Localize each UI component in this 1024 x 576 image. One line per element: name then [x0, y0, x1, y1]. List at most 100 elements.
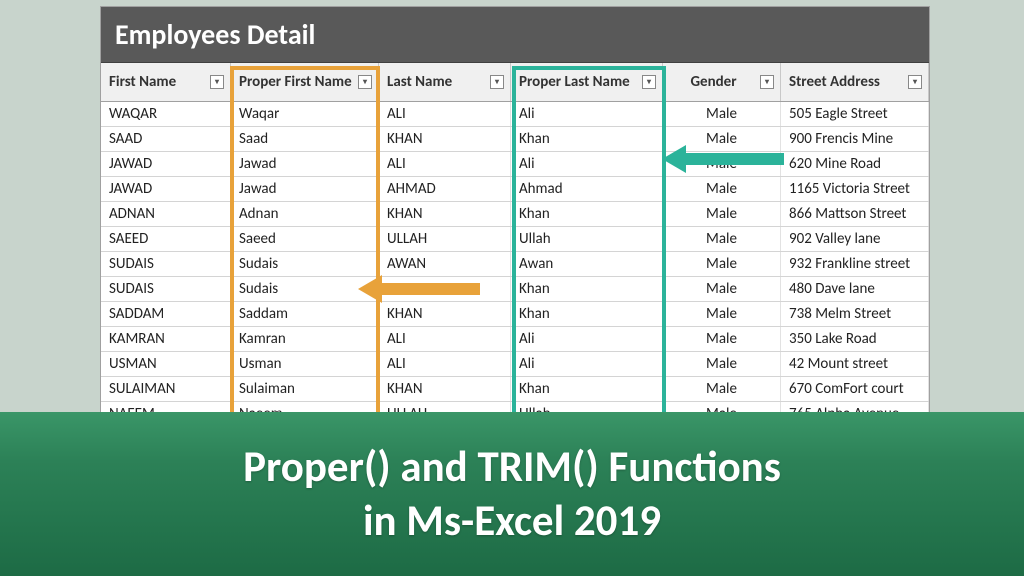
table-cell[interactable]: Waqar — [231, 102, 379, 126]
table-row[interactable]: USMANUsmanALIAliMale42 Mount street — [101, 352, 929, 377]
filter-dropdown-icon[interactable]: ▾ — [210, 75, 224, 89]
table-cell[interactable]: Ali — [511, 352, 663, 376]
column-header[interactable]: Street Address ▾ — [781, 63, 929, 101]
table-row[interactable]: ADNANAdnanKHANKhanMale866 Mattson Street — [101, 202, 929, 227]
table-cell[interactable]: Saeed — [231, 227, 379, 251]
table-cell[interactable]: Khan — [511, 277, 663, 301]
filter-dropdown-icon[interactable]: ▾ — [760, 75, 774, 89]
table-cell[interactable]: Male — [663, 352, 781, 376]
table-cell[interactable]: 738 Melm Street — [781, 302, 929, 326]
table-cell[interactable]: Usman — [231, 352, 379, 376]
table-cell[interactable]: Male — [663, 302, 781, 326]
table-cell[interactable]: 866 Mattson Street — [781, 202, 929, 226]
table-cell[interactable]: SULAIMAN — [101, 377, 231, 401]
table-cell[interactable]: Adnan — [231, 202, 379, 226]
filter-dropdown-icon[interactable]: ▾ — [358, 75, 372, 89]
table-cell[interactable]: AWAN — [379, 252, 511, 276]
table-row[interactable]: SAEEDSaeedULLAHUllahMale902 Valley lane — [101, 227, 929, 252]
table-cell[interactable]: SADDAM — [101, 302, 231, 326]
table-cell[interactable]: Ali — [511, 327, 663, 351]
table-row[interactable]: SULAIMANSulaimanKHANKhanMale670 ComFort … — [101, 377, 929, 402]
table-cell[interactable]: Saad — [231, 127, 379, 151]
table-cell[interactable]: 900 Frencis Mine — [781, 127, 929, 151]
table-cell[interactable]: Awan — [511, 252, 663, 276]
table-cell[interactable]: Ullah — [511, 227, 663, 251]
table-cell[interactable]: JAWAD — [101, 177, 231, 201]
table-cell[interactable]: WAQAR — [101, 102, 231, 126]
table-cell[interactable]: ALI — [379, 327, 511, 351]
table-cell[interactable]: SUDAIS — [101, 277, 231, 301]
table-cell[interactable]: 505 Eagle Street — [781, 102, 929, 126]
table-cell[interactable]: SAAD — [101, 127, 231, 151]
column-header[interactable]: First Name ▾ — [101, 63, 231, 101]
table-cell[interactable]: Ali — [511, 152, 663, 176]
table-row[interactable]: KAMRANKamranALIAliMale350 Lake Road — [101, 327, 929, 352]
table-row[interactable]: JAWADJawadALIAliMale620 Mine Road — [101, 152, 929, 177]
table-cell[interactable]: Male — [663, 177, 781, 201]
table-cell[interactable]: ALI — [379, 352, 511, 376]
header-row: First Name ▾ Proper First Name ▾ Last Na… — [101, 63, 929, 102]
table-cell[interactable]: Male — [663, 102, 781, 126]
table-cell[interactable]: Kamran — [231, 327, 379, 351]
column-header[interactable]: Proper First Name ▾ — [231, 63, 379, 101]
table-cell[interactable]: Sulaiman — [231, 377, 379, 401]
table-cell[interactable]: Jawad — [231, 177, 379, 201]
table-cell[interactable]: USMAN — [101, 352, 231, 376]
table-cell[interactable]: Sudais — [231, 277, 379, 301]
table-cell[interactable]: KHAN — [379, 202, 511, 226]
table-cell[interactable]: Male — [663, 127, 781, 151]
header-label: Last Name — [387, 73, 452, 91]
table-cell[interactable]: JAWAD — [101, 152, 231, 176]
table-cell[interactable]: 932 Frankline street — [781, 252, 929, 276]
table-row[interactable]: WAQARWaqarALIAliMale505 Eagle Street — [101, 102, 929, 127]
column-header[interactable]: Last Name ▾ — [379, 63, 511, 101]
table-cell[interactable]: Saddam — [231, 302, 379, 326]
table-cell[interactable]: AHMAD — [379, 177, 511, 201]
table-cell[interactable]: Khan — [511, 127, 663, 151]
filter-dropdown-icon[interactable]: ▾ — [908, 75, 922, 89]
table-cell[interactable]: Male — [663, 227, 781, 251]
table-cell[interactable]: ADNAN — [101, 202, 231, 226]
table-cell[interactable]: 480 Dave lane — [781, 277, 929, 301]
column-header[interactable]: Gender ▾ — [663, 63, 781, 101]
table-cell[interactable]: Jawad — [231, 152, 379, 176]
table-row[interactable]: SADDAMSaddamKHANKhanMale738 Melm Street — [101, 302, 929, 327]
table-cell[interactable]: Khan — [511, 377, 663, 401]
table-cell[interactable]: 42 Mount street — [781, 352, 929, 376]
table-cell[interactable]: Male — [663, 277, 781, 301]
table-cell[interactable]: K. — [379, 277, 511, 301]
column-header[interactable]: Proper Last Name ▾ — [511, 63, 663, 101]
header-label: Proper First Name — [239, 73, 352, 91]
table-cell[interactable]: Male — [663, 377, 781, 401]
table-cell[interactable]: Sudais — [231, 252, 379, 276]
filter-dropdown-icon[interactable]: ▾ — [642, 75, 656, 89]
table-row[interactable]: SUDAISSudaisAWANAwanMale932 Frankline st… — [101, 252, 929, 277]
table-cell[interactable]: 620 Mine Road — [781, 152, 929, 176]
table-cell[interactable]: Male — [663, 152, 781, 176]
table-cell[interactable]: Male — [663, 327, 781, 351]
table-cell[interactable]: KHAN — [379, 127, 511, 151]
table-cell[interactable]: 350 Lake Road — [781, 327, 929, 351]
table-cell[interactable]: 902 Valley lane — [781, 227, 929, 251]
table-row[interactable]: SAADSaadKHANKhanMale900 Frencis Mine — [101, 127, 929, 152]
table-cell[interactable]: ULLAH — [379, 227, 511, 251]
table-cell[interactable]: SAEED — [101, 227, 231, 251]
table-cell[interactable]: Khan — [511, 202, 663, 226]
table-cell[interactable]: SUDAIS — [101, 252, 231, 276]
filter-dropdown-icon[interactable]: ▾ — [490, 75, 504, 89]
table-cell[interactable]: KAMRAN — [101, 327, 231, 351]
table-cell[interactable]: Ahmad — [511, 177, 663, 201]
table-cell[interactable]: Khan — [511, 302, 663, 326]
table-cell[interactable]: KHAN — [379, 377, 511, 401]
table-cell[interactable]: 670 ComFort court — [781, 377, 929, 401]
table-row[interactable]: JAWADJawadAHMADAhmadMale1165 Victoria St… — [101, 177, 929, 202]
table-cell[interactable]: 1165 Victoria Street — [781, 177, 929, 201]
table-body: WAQARWaqarALIAliMale505 Eagle StreetSAAD… — [101, 102, 929, 427]
table-cell[interactable]: KHAN — [379, 302, 511, 326]
table-cell[interactable]: Male — [663, 252, 781, 276]
table-cell[interactable]: ALI — [379, 152, 511, 176]
table-cell[interactable]: Ali — [511, 102, 663, 126]
table-cell[interactable]: Male — [663, 202, 781, 226]
table-row[interactable]: SUDAISSudaisK.KhanMale480 Dave lane — [101, 277, 929, 302]
table-cell[interactable]: ALI — [379, 102, 511, 126]
